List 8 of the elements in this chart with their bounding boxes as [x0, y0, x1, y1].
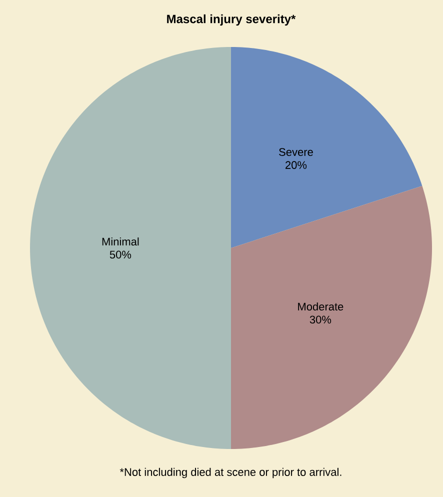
text: *Not including died at scene or prior to arrival. [120, 468, 342, 478]
chart-title: Mascal injury severity* [167, 14, 296, 26]
slice-label: Minimal [102, 237, 139, 246]
slice-label: Severe [279, 148, 313, 156]
data-label: 20% [286, 161, 307, 169]
data-label: 50% [110, 250, 132, 259]
slice-label: Moderate [298, 302, 344, 311]
data-label: 30% [310, 316, 332, 324]
